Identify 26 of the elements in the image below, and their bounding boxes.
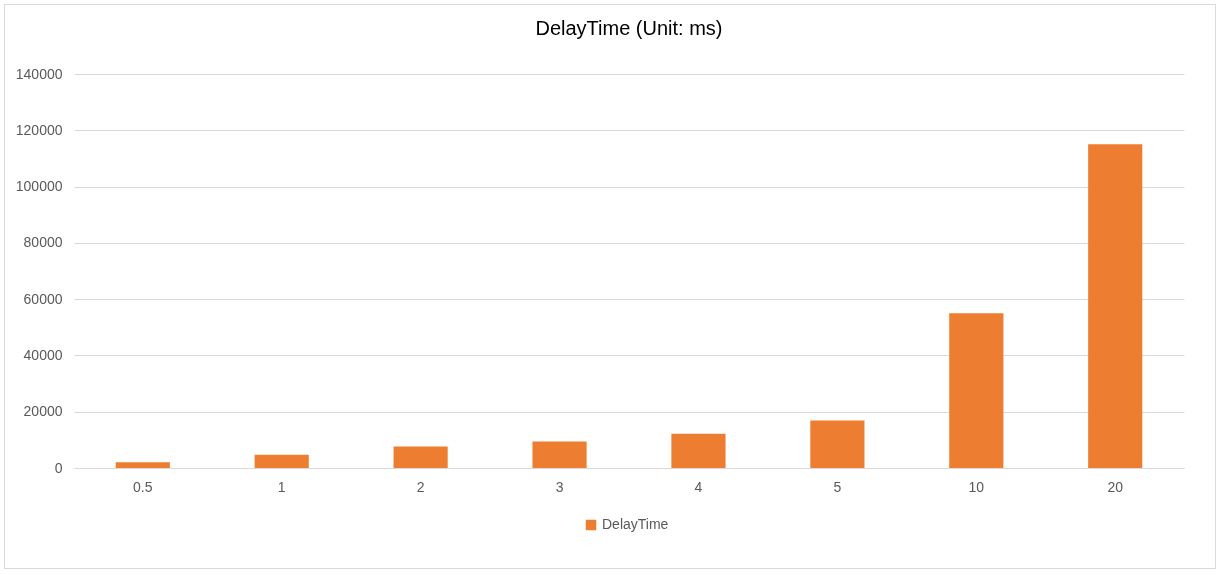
y-tick-label: 100000 <box>15 178 63 195</box>
bar <box>115 462 170 468</box>
x-tick-label: 1 <box>277 478 286 495</box>
bar <box>254 454 309 468</box>
x-tick-label: 2 <box>416 478 425 495</box>
y-tick-label: 40000 <box>23 346 63 363</box>
x-tick-label: 3 <box>555 478 564 495</box>
y-tick-label: 0 <box>54 459 63 476</box>
bar <box>532 441 587 468</box>
bar <box>671 433 726 468</box>
bar <box>1088 144 1143 468</box>
y-tick-label: 80000 <box>23 234 63 251</box>
x-tick-label: 10 <box>968 478 985 495</box>
y-tick-label: 60000 <box>23 290 63 307</box>
y-tick-label: 120000 <box>15 121 63 138</box>
x-tick-label: 20 <box>1107 478 1124 495</box>
x-tick-label: 5 <box>833 478 842 495</box>
x-tick-label: 4 <box>694 478 703 495</box>
bar <box>949 313 1004 468</box>
legend-label: DelayTime <box>602 516 669 532</box>
chart-title: DelayTime (Unit: ms) <box>535 17 723 39</box>
y-tick-label: 140000 <box>15 65 63 82</box>
bar <box>810 420 865 468</box>
y-tick-label: 20000 <box>23 403 63 420</box>
bar <box>393 446 448 468</box>
x-tick-label: 0.5 <box>133 478 153 495</box>
